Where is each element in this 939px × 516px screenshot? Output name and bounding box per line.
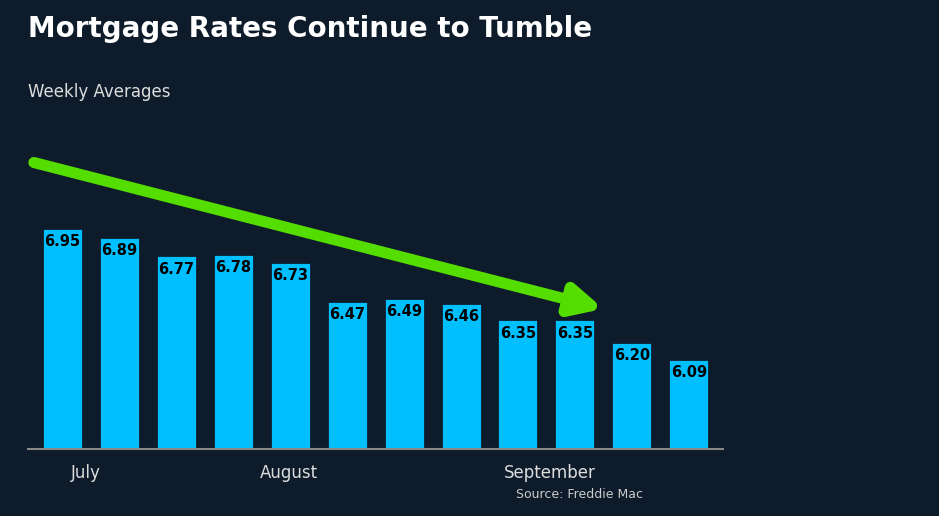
Text: 6.77: 6.77 — [159, 262, 194, 277]
Text: 6.95: 6.95 — [44, 234, 81, 249]
Text: 6.78: 6.78 — [215, 260, 252, 275]
Bar — [327, 301, 368, 449]
Bar — [156, 255, 197, 449]
Text: Mortgage Rates Continue to Tumble: Mortgage Rates Continue to Tumble — [28, 15, 593, 43]
Bar — [213, 254, 254, 449]
Text: Source: Freddie Mac: Source: Freddie Mac — [516, 488, 643, 501]
Text: July: July — [71, 464, 101, 482]
Bar — [554, 319, 595, 449]
Text: 6.47: 6.47 — [330, 307, 365, 322]
Text: 6.89: 6.89 — [101, 243, 137, 258]
Text: 6.46: 6.46 — [443, 309, 479, 324]
Bar — [498, 319, 538, 449]
Bar — [42, 228, 83, 449]
Bar — [383, 298, 424, 449]
Bar — [440, 303, 482, 449]
Text: 6.73: 6.73 — [272, 268, 308, 283]
Text: 6.35: 6.35 — [500, 326, 536, 341]
Bar — [669, 359, 709, 449]
Bar — [269, 262, 311, 449]
Text: 6.20: 6.20 — [614, 348, 650, 363]
Bar — [611, 342, 653, 449]
Text: 6.09: 6.09 — [670, 365, 707, 380]
Text: August: August — [260, 464, 317, 482]
Text: 6.35: 6.35 — [557, 326, 593, 341]
Bar — [99, 237, 140, 449]
Text: 6.49: 6.49 — [386, 304, 422, 319]
Text: Weekly Averages: Weekly Averages — [28, 83, 171, 101]
Text: September: September — [503, 464, 595, 482]
